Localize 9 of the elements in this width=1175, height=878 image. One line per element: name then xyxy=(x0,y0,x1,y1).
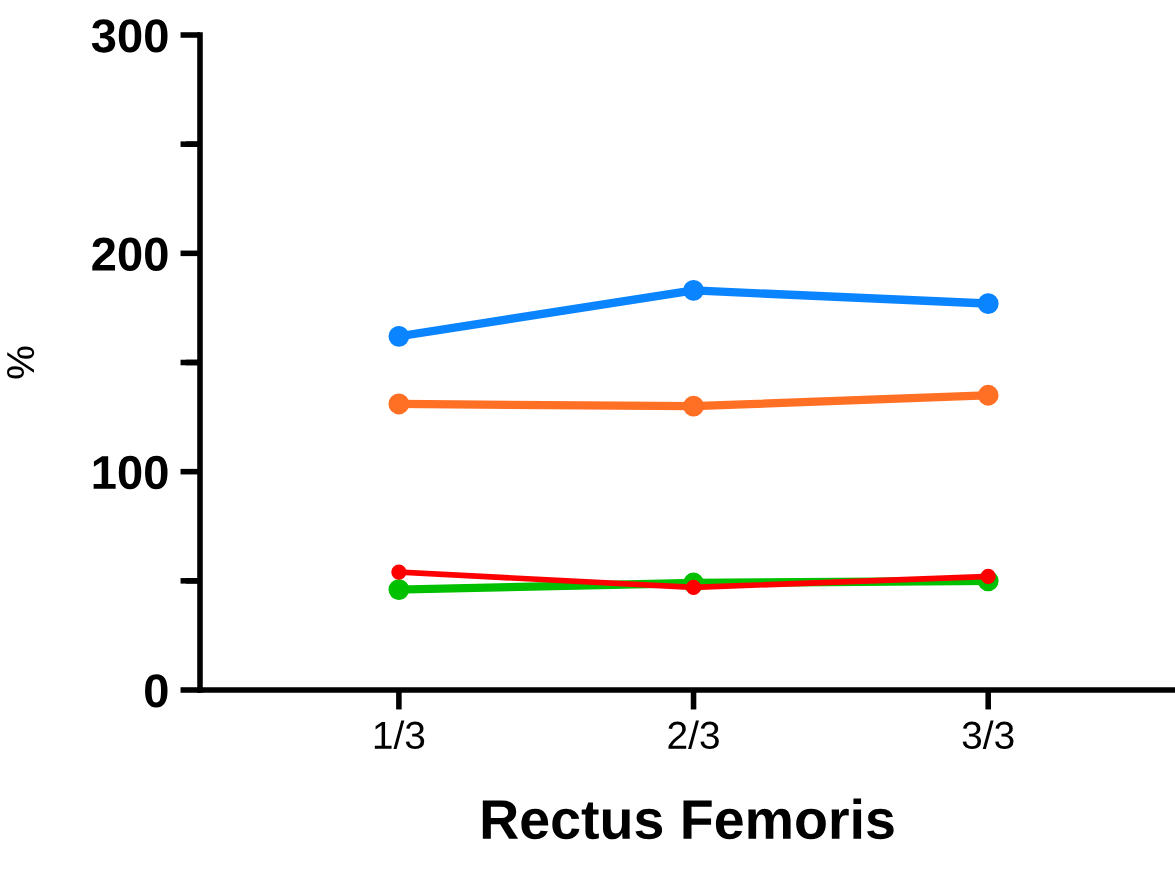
y-tick-label: 300 xyxy=(91,19,168,53)
x-tick-label: 2/3 xyxy=(668,720,719,750)
y-tick-label: 100 xyxy=(93,455,168,490)
y-tick-label: 200 xyxy=(92,237,168,271)
y-tick-label: 0 xyxy=(145,674,168,708)
y-axis-title: % xyxy=(7,346,35,379)
x-tick-label: 3/3 xyxy=(962,720,1014,750)
x-axis-title: Rectus Femoris xyxy=(482,798,894,840)
x-tick-label: 1/3 xyxy=(374,720,425,750)
